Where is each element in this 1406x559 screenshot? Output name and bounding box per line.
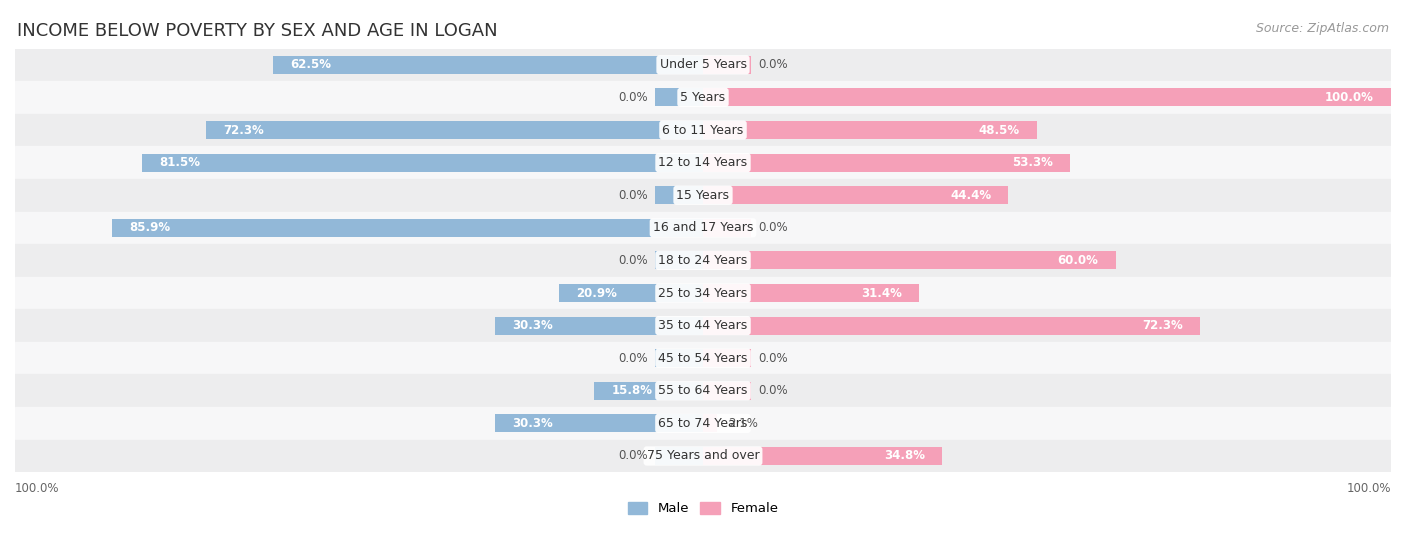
Text: 25 to 34 Years: 25 to 34 Years (658, 287, 748, 300)
Text: 0.0%: 0.0% (619, 189, 648, 202)
Bar (703, 219, 751, 237)
Text: 65 to 74 Years: 65 to 74 Years (658, 417, 748, 430)
Text: 15.8%: 15.8% (612, 384, 652, 397)
Text: 75 Years and over: 75 Years and over (647, 449, 759, 462)
Text: 100.0%: 100.0% (15, 482, 59, 495)
Bar (273, 56, 703, 74)
Text: 100.0%: 100.0% (1347, 482, 1391, 495)
Bar (655, 447, 703, 465)
Text: 0.0%: 0.0% (619, 449, 648, 462)
Text: 2.1%: 2.1% (728, 417, 758, 430)
Text: 18 to 24 Years: 18 to 24 Years (658, 254, 748, 267)
Bar (703, 349, 751, 367)
Text: 30.3%: 30.3% (512, 319, 553, 332)
Text: Source: ZipAtlas.com: Source: ZipAtlas.com (1256, 22, 1389, 35)
Text: 30.3%: 30.3% (512, 417, 553, 430)
Bar (655, 186, 703, 204)
Bar (703, 284, 920, 302)
Bar (655, 88, 703, 106)
Text: 72.3%: 72.3% (222, 124, 263, 136)
Bar (15, 440, 1391, 472)
Text: 44.4%: 44.4% (950, 189, 991, 202)
Text: 55 to 64 Years: 55 to 64 Years (658, 384, 748, 397)
Bar (655, 252, 703, 269)
Text: 62.5%: 62.5% (290, 58, 332, 72)
Text: 0.0%: 0.0% (758, 352, 787, 364)
Bar (703, 186, 1008, 204)
Text: Under 5 Years: Under 5 Years (659, 58, 747, 72)
Bar (703, 382, 751, 400)
Text: 72.3%: 72.3% (1143, 319, 1184, 332)
Text: 0.0%: 0.0% (619, 352, 648, 364)
Bar (205, 121, 703, 139)
Text: 6 to 11 Years: 6 to 11 Years (662, 124, 744, 136)
Bar (15, 49, 1391, 81)
Text: 0.0%: 0.0% (619, 254, 648, 267)
Text: 5 Years: 5 Years (681, 91, 725, 104)
Bar (595, 382, 703, 400)
Bar (15, 309, 1391, 342)
Text: 0.0%: 0.0% (758, 58, 787, 72)
Text: 81.5%: 81.5% (159, 156, 201, 169)
Text: 31.4%: 31.4% (860, 287, 901, 300)
Text: 85.9%: 85.9% (129, 221, 170, 234)
Bar (655, 349, 703, 367)
Bar (15, 113, 1391, 146)
Bar (15, 146, 1391, 179)
Text: 45 to 54 Years: 45 to 54 Years (658, 352, 748, 364)
Bar (142, 154, 703, 172)
Text: 48.5%: 48.5% (979, 124, 1019, 136)
Bar (15, 81, 1391, 113)
Bar (15, 407, 1391, 440)
Text: 16 and 17 Years: 16 and 17 Years (652, 221, 754, 234)
Bar (703, 121, 1036, 139)
Text: 0.0%: 0.0% (758, 221, 787, 234)
Bar (112, 219, 703, 237)
Bar (703, 414, 717, 432)
Text: 0.0%: 0.0% (619, 91, 648, 104)
Bar (703, 316, 1201, 335)
Text: 35 to 44 Years: 35 to 44 Years (658, 319, 748, 332)
Bar (15, 342, 1391, 375)
Bar (495, 316, 703, 335)
Bar (560, 284, 703, 302)
Legend: Male, Female: Male, Female (623, 497, 783, 521)
Bar (703, 88, 1391, 106)
Text: 15 Years: 15 Years (676, 189, 730, 202)
Bar (15, 244, 1391, 277)
Text: INCOME BELOW POVERTY BY SEX AND AGE IN LOGAN: INCOME BELOW POVERTY BY SEX AND AGE IN L… (17, 22, 498, 40)
Text: 100.0%: 100.0% (1324, 91, 1374, 104)
Text: 60.0%: 60.0% (1057, 254, 1098, 267)
Bar (495, 414, 703, 432)
Bar (15, 375, 1391, 407)
Text: 20.9%: 20.9% (576, 287, 617, 300)
Bar (15, 277, 1391, 309)
Text: 0.0%: 0.0% (758, 384, 787, 397)
Bar (703, 154, 1070, 172)
Bar (703, 252, 1116, 269)
Bar (703, 447, 942, 465)
Bar (703, 56, 751, 74)
Text: 34.8%: 34.8% (884, 449, 925, 462)
Bar (15, 179, 1391, 211)
Text: 12 to 14 Years: 12 to 14 Years (658, 156, 748, 169)
Bar (15, 211, 1391, 244)
Text: 53.3%: 53.3% (1012, 156, 1053, 169)
